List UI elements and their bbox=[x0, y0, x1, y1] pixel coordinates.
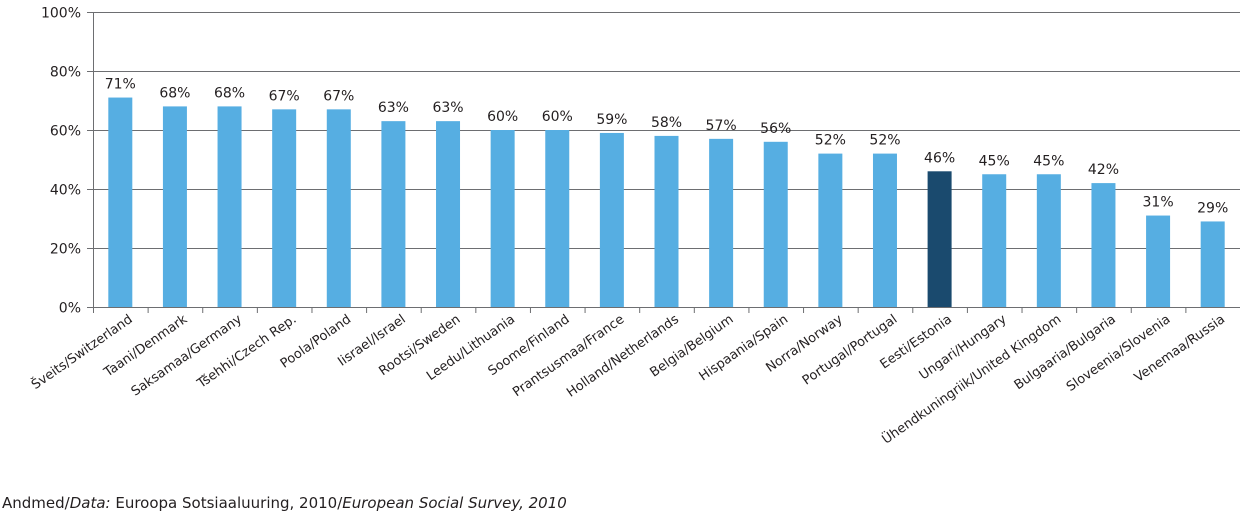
data-label: 63% bbox=[432, 100, 463, 116]
source-note: Andmed/Data: Euroopa Sotsiaaluuring, 201… bbox=[2, 494, 567, 512]
bar bbox=[927, 171, 952, 307]
source-text-a: Euroopa Sotsiaaluuring, 2010/ bbox=[110, 494, 343, 512]
data-label: 46% bbox=[924, 150, 955, 166]
y-axis-ticks: 0% 20% 40% 60% 80% 100% bbox=[41, 6, 81, 317]
category-label: Portugal/Portugal bbox=[800, 312, 900, 389]
bar-chart: 0% 20% 40% 60% 80% 100% 71% 68% 68% 67% 67% 63% 63%… bbox=[28, 6, 1240, 447]
bar bbox=[1200, 221, 1225, 307]
bars bbox=[108, 97, 1225, 308]
y-tick-label: 20% bbox=[50, 242, 81, 258]
category-label: Šveits/Switzerland bbox=[28, 311, 135, 393]
data-label: 71% bbox=[105, 77, 136, 93]
data-label: 42% bbox=[1088, 162, 1119, 178]
y-tick-label: 80% bbox=[50, 65, 81, 81]
source-text-b: European Social Survey, 2010 bbox=[342, 494, 567, 512]
bar bbox=[545, 130, 570, 307]
bar bbox=[326, 109, 351, 307]
data-label: 63% bbox=[378, 100, 409, 116]
data-label: 60% bbox=[542, 109, 573, 125]
data-label: 67% bbox=[323, 88, 354, 104]
bar bbox=[217, 106, 242, 308]
data-label: 58% bbox=[651, 115, 682, 131]
bar bbox=[490, 130, 515, 307]
bar bbox=[872, 153, 897, 307]
bar bbox=[162, 106, 187, 308]
data-label: 68% bbox=[159, 85, 190, 101]
data-label: 45% bbox=[979, 153, 1010, 169]
bar bbox=[381, 121, 406, 308]
data-label: 52% bbox=[869, 133, 900, 149]
bar bbox=[272, 109, 297, 307]
data-label: 52% bbox=[815, 133, 846, 149]
bar bbox=[1091, 183, 1116, 307]
data-label: 29% bbox=[1197, 200, 1228, 216]
source-label-a: Andmed/ bbox=[2, 494, 70, 512]
y-tick-label: 0% bbox=[59, 301, 81, 317]
bar bbox=[982, 174, 1007, 307]
bar bbox=[818, 153, 843, 307]
data-label: 57% bbox=[706, 118, 737, 134]
data-label: 56% bbox=[760, 121, 791, 137]
data-label: 67% bbox=[269, 88, 300, 104]
bar bbox=[108, 97, 133, 307]
bar bbox=[1146, 215, 1171, 307]
bar bbox=[1036, 174, 1061, 307]
category-label: Sloveenia/Slovenia bbox=[1064, 312, 1173, 395]
y-tick-label: 60% bbox=[50, 124, 81, 140]
bar bbox=[599, 132, 624, 307]
bar bbox=[654, 135, 679, 307]
bar bbox=[709, 138, 734, 307]
category-label: Tšehhi/Czech Rep. bbox=[194, 312, 299, 392]
data-label: 45% bbox=[1033, 153, 1064, 169]
category-label: Venemaa/Russia bbox=[1132, 312, 1228, 386]
data-label: 68% bbox=[214, 85, 245, 101]
data-label: 59% bbox=[596, 112, 627, 128]
y-tick-label: 100% bbox=[41, 6, 81, 22]
data-labels: 71% 68% 68% 67% 67% 63% 63% 60% 60% 59% 58% 57% 56% 5… bbox=[105, 77, 1229, 217]
bar bbox=[763, 141, 788, 307]
data-label: 60% bbox=[487, 109, 518, 125]
category-labels: Šveits/SwitzerlandTaani/DenmarkSaksamaa/… bbox=[28, 310, 1228, 447]
data-label: 31% bbox=[1143, 195, 1174, 211]
bar bbox=[436, 121, 461, 308]
y-tick-label: 40% bbox=[50, 183, 81, 199]
source-label-b: Data: bbox=[69, 494, 111, 512]
